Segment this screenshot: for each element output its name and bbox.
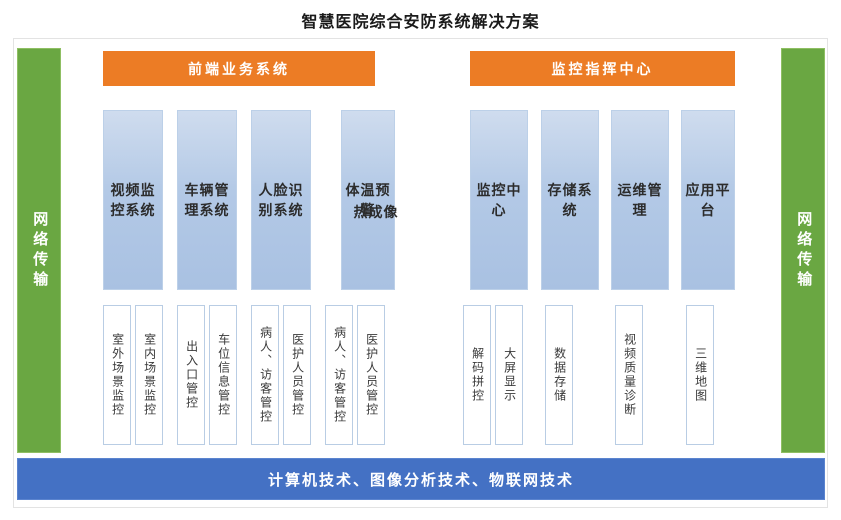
group-header-command-center: 监控指挥中心 xyxy=(470,51,735,86)
subitem-medical-staff-control-1-label: 医护人员管控 xyxy=(290,333,305,417)
technology-bar: 计算机技术、图像分析技术、物联网技术 xyxy=(17,458,825,500)
module-vehicle-management[interactable]: 车辆管理系统 xyxy=(177,110,237,290)
subitem-parking-info-control[interactable]: 车位信息管控 xyxy=(209,305,237,445)
group-header-command-center-label: 监控指挥中心 xyxy=(551,60,654,77)
subitem-medical-staff-control-2[interactable]: 医护人员管控 xyxy=(357,305,385,445)
network-bar-left: 网络传输 xyxy=(17,48,61,453)
module-temperature-thermal[interactable]: 体温预警 热成像 xyxy=(341,110,398,290)
subitem-large-screen-display-label: 大屏显示 xyxy=(502,347,517,403)
subitem-3d-map[interactable]: 三维地图 xyxy=(686,305,714,445)
module-application-platform[interactable]: 应用平台 xyxy=(681,110,735,290)
module-video-surveillance[interactable]: 视频监控系统 xyxy=(103,110,163,290)
network-bar-right-label: 网络传输 xyxy=(795,210,813,291)
module-video-surveillance-label: 视频监控系统 xyxy=(110,181,156,218)
module-face-recognition[interactable]: 人脸识别系统 xyxy=(251,110,311,290)
subitem-patient-visitor-control-2-label: 病人、访客管控 xyxy=(332,326,347,424)
subitem-video-quality-diagnosis-label: 视频质量诊断 xyxy=(622,333,637,417)
network-bar-right: 网络传输 xyxy=(781,48,825,453)
network-bar-left-label: 网络传输 xyxy=(31,210,49,291)
subitem-video-quality-diagnosis[interactable]: 视频质量诊断 xyxy=(615,305,643,445)
subitem-parking-info-control-label: 车位信息管控 xyxy=(216,333,231,417)
group-header-frontend-label: 前端业务系统 xyxy=(188,60,290,77)
module-monitoring-center[interactable]: 监控中心 xyxy=(470,110,528,290)
group-header-frontend: 前端业务系统 xyxy=(103,51,375,86)
subitem-data-storage-label: 数据存储 xyxy=(552,347,567,403)
subitem-medical-staff-control-2-label: 医护人员管控 xyxy=(364,333,379,417)
subitem-patient-visitor-control-1[interactable]: 病人、访客管控 xyxy=(251,305,279,445)
subitem-outdoor-scene-monitoring-label: 室外场景监控 xyxy=(110,333,125,417)
module-face-recognition-label: 人脸识别系统 xyxy=(258,181,304,218)
module-monitoring-center-label: 监控中心 xyxy=(476,181,522,218)
module-storage-system-label: 存储系统 xyxy=(547,181,593,218)
subitem-3d-map-label: 三维地图 xyxy=(693,347,708,403)
subitem-large-screen-display[interactable]: 大屏显示 xyxy=(495,305,523,445)
subitem-indoor-scene-monitoring[interactable]: 室内场景监控 xyxy=(135,305,163,445)
module-vehicle-management-label: 车辆管理系统 xyxy=(184,181,230,218)
module-temperature-thermal-label: 体温预警 xyxy=(345,181,391,218)
module-storage-system[interactable]: 存储系统 xyxy=(541,110,599,290)
subitem-data-storage[interactable]: 数据存储 xyxy=(545,305,573,445)
subitem-decoding-splicing-label: 解码拼控 xyxy=(470,347,485,403)
subitem-patient-visitor-control-2[interactable]: 病人、访客管控 xyxy=(325,305,353,445)
module-ops-management[interactable]: 运维管理 xyxy=(611,110,669,290)
subitem-patient-visitor-control-1-label: 病人、访客管控 xyxy=(258,326,273,424)
subitem-indoor-scene-monitoring-label: 室内场景监控 xyxy=(142,333,157,417)
subitem-entrance-exit-control[interactable]: 出入口管控 xyxy=(177,305,205,445)
subitem-medical-staff-control-1[interactable]: 医护人员管控 xyxy=(283,305,311,445)
module-temperature-thermal-overlay-label: 热成像 xyxy=(353,203,399,220)
subitem-outdoor-scene-monitoring[interactable]: 室外场景监控 xyxy=(103,305,131,445)
module-ops-management-label: 运维管理 xyxy=(617,181,663,218)
subitem-entrance-exit-control-label: 出入口管控 xyxy=(184,340,199,410)
subitem-decoding-splicing[interactable]: 解码拼控 xyxy=(463,305,491,445)
module-application-platform-label: 应用平台 xyxy=(685,181,731,218)
page-title: 智慧医院综合安防系统解决方案 xyxy=(301,14,540,31)
technology-bar-label: 计算机技术、图像分析技术、物联网技术 xyxy=(267,471,574,489)
